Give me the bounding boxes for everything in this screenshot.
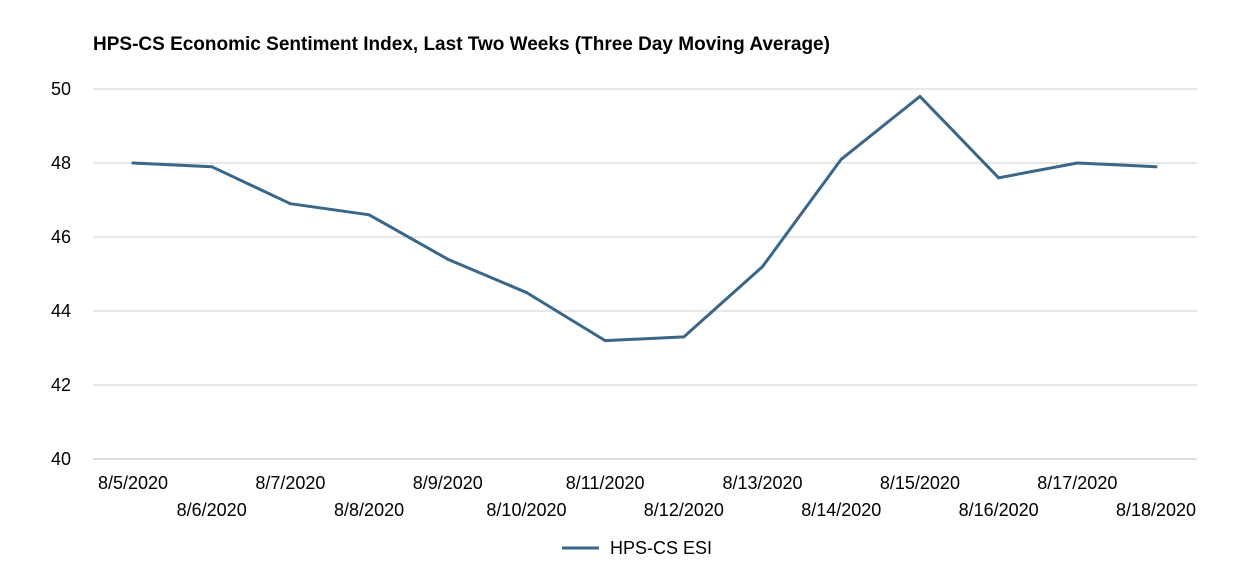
data-point [603, 339, 607, 343]
y-tick-label: 46 [51, 227, 71, 247]
x-tick-label: 8/7/2020 [255, 473, 325, 493]
x-tick-label: 8/17/2020 [1037, 473, 1117, 493]
data-point [1075, 161, 1079, 165]
data-point [997, 176, 1001, 180]
data-point [682, 335, 686, 339]
x-tick-label: 8/5/2020 [98, 473, 168, 493]
x-tick-label: 8/18/2020 [1116, 500, 1196, 520]
x-tick-label: 8/11/2020 [566, 473, 645, 493]
gridlines [93, 88, 1197, 460]
y-tick-label: 44 [51, 301, 71, 321]
series-line [131, 94, 1158, 343]
legend: HPS-CS ESI [562, 538, 712, 558]
x-tick-label: 8/16/2020 [959, 500, 1039, 520]
y-tick-label: 50 [51, 79, 71, 99]
x-tick-label: 8/8/2020 [334, 500, 404, 520]
data-point [918, 94, 922, 98]
x-tick-label: 8/6/2020 [177, 500, 247, 520]
x-axis-ticks: 8/5/2020 8/6/2020 8/7/2020 8/8/2020 8/9/2020… [98, 473, 1196, 520]
data-point [210, 165, 214, 169]
legend-label: HPS-CS ESI [610, 538, 712, 558]
data-point [761, 265, 765, 269]
chart-title: HPS-CS Economic Sentiment Index, Last Tw… [93, 34, 830, 55]
x-tick-label: 8/12/2020 [644, 500, 724, 520]
data-point [367, 213, 371, 217]
data-point [288, 202, 292, 206]
data-point [446, 257, 450, 261]
y-tick-label: 48 [51, 153, 71, 173]
y-tick-label: 40 [51, 449, 71, 469]
x-tick-label: 8/10/2020 [486, 500, 566, 520]
y-tick-label: 42 [51, 375, 71, 395]
x-tick-label: 8/15/2020 [880, 473, 960, 493]
data-point [839, 157, 843, 161]
data-point [524, 291, 528, 294]
x-tick-label: 8/14/2020 [801, 500, 881, 520]
data-point [1154, 165, 1158, 169]
y-axis-ticks: 40 42 44 46 48 50 [51, 79, 71, 469]
x-tick-label: 8/13/2020 [722, 473, 802, 493]
x-tick-label: 8/9/2020 [413, 473, 483, 493]
series-lines [131, 94, 1158, 343]
data-point [131, 161, 135, 165]
